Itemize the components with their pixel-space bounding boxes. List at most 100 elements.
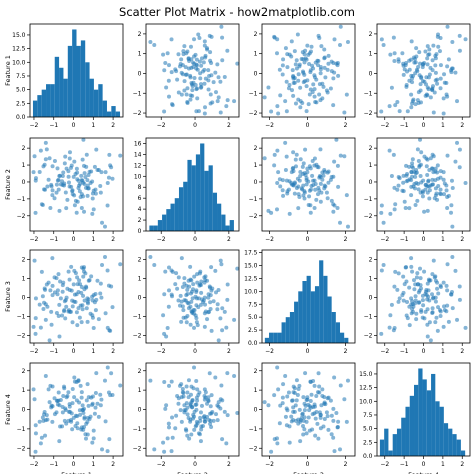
scatter-point <box>148 255 153 260</box>
x-tick-label: 2 <box>344 348 348 355</box>
scatter-point <box>312 383 317 388</box>
scatter-point <box>310 63 315 68</box>
scatter-point <box>41 418 46 423</box>
scatter-point <box>317 36 322 41</box>
x-tick-label: 1 <box>441 122 445 129</box>
scatter-point <box>102 255 107 260</box>
scatter-point <box>48 288 53 293</box>
hist-bar <box>285 317 290 343</box>
x-tick-label: 0 <box>193 122 197 129</box>
scatter-point <box>87 278 92 283</box>
scatter-point <box>218 79 223 84</box>
scatter-point <box>220 328 225 333</box>
scatter-point <box>58 296 63 301</box>
scatter-point <box>320 177 325 182</box>
y-tick-label: 1 <box>138 275 142 282</box>
scatter-point <box>43 373 48 378</box>
scatter-point <box>295 32 300 37</box>
hist-bar <box>289 312 295 343</box>
scatter-point <box>70 427 75 432</box>
scatter-point <box>55 288 60 293</box>
scatter-point <box>185 433 190 438</box>
scatter-point <box>209 424 214 429</box>
y-tick-label: 2.5 <box>363 439 373 446</box>
scatter-point <box>173 67 178 72</box>
scatter-point <box>319 44 324 49</box>
scatter-point <box>82 171 87 176</box>
scatter-point <box>67 277 72 282</box>
scatter-point <box>181 308 186 313</box>
scatter-point <box>188 93 193 98</box>
scatter-point <box>165 436 170 441</box>
scatter-point <box>407 285 412 290</box>
scatter-point <box>203 309 208 314</box>
scatter-point <box>32 258 37 263</box>
scatter-point <box>401 72 406 77</box>
scatter-point <box>67 150 72 155</box>
scatter-point <box>90 313 95 318</box>
y-tick-label: 15.0 <box>359 371 373 378</box>
scatter-point <box>345 40 350 45</box>
scatter-point <box>209 34 214 39</box>
scatter-point <box>449 292 454 297</box>
scatter-point <box>418 100 423 105</box>
scatter-point <box>91 428 96 433</box>
scatter-point <box>272 152 277 157</box>
x-tick-label: −2 <box>265 122 274 129</box>
hist-bar <box>46 84 51 117</box>
scatter-point <box>55 178 60 183</box>
hist-bar <box>183 181 188 231</box>
hist-bar <box>225 225 230 231</box>
scatter-point <box>293 157 298 162</box>
scatter-point <box>436 184 441 189</box>
scatter-point <box>284 79 289 84</box>
x-tick-label: 2 <box>111 461 115 468</box>
scatter-point <box>175 286 180 291</box>
y-tick-label: −1 <box>364 196 373 203</box>
axes-frame <box>29 137 124 232</box>
scatter-point <box>417 288 422 293</box>
scatter-point <box>66 409 71 414</box>
scatter-point <box>219 262 224 267</box>
scatter-point <box>105 268 110 273</box>
scatter-point <box>190 88 195 93</box>
scatter-point <box>176 298 181 303</box>
scatter-point <box>50 193 55 198</box>
x-tick-label: 0 <box>306 236 310 243</box>
scatter-point <box>84 398 89 403</box>
scatter-point <box>215 307 220 312</box>
panel-2-3: −2 −1 0 1 2 −2 −1 0 1 2 <box>364 249 471 355</box>
scatter-point <box>202 387 207 392</box>
scatter-point <box>192 365 197 370</box>
y-tick-label: 2 <box>138 368 142 375</box>
scatter-point <box>182 403 187 408</box>
scatter-point <box>198 418 203 423</box>
hist-bar <box>170 203 175 231</box>
scatter-point <box>163 406 168 411</box>
scatter-point <box>284 178 289 183</box>
scatter-point <box>381 220 386 225</box>
scatter-point <box>165 51 170 56</box>
scatter-point <box>118 262 123 267</box>
scatter-point <box>397 176 402 181</box>
scatter-point <box>161 313 166 318</box>
x-tick-label: 2 <box>227 348 231 355</box>
scatter-point <box>438 283 443 288</box>
scatter-point <box>224 441 229 446</box>
scatter-point <box>289 88 294 93</box>
scatter-point <box>40 294 45 299</box>
scatter-point <box>81 410 86 415</box>
scatter-point <box>307 61 312 66</box>
scatter-point <box>297 407 302 412</box>
scatter-point <box>313 416 318 421</box>
y-tick-label: 7.5 <box>16 73 26 80</box>
scatter-point <box>392 185 397 190</box>
scatter-point <box>74 292 79 297</box>
scatter-point <box>435 163 440 168</box>
scatter-point <box>338 42 343 47</box>
scatter-point <box>280 188 285 193</box>
scatter-point <box>404 173 409 178</box>
scatter-point <box>184 384 189 389</box>
scatter-point <box>198 71 203 76</box>
scatter-point <box>409 73 414 78</box>
